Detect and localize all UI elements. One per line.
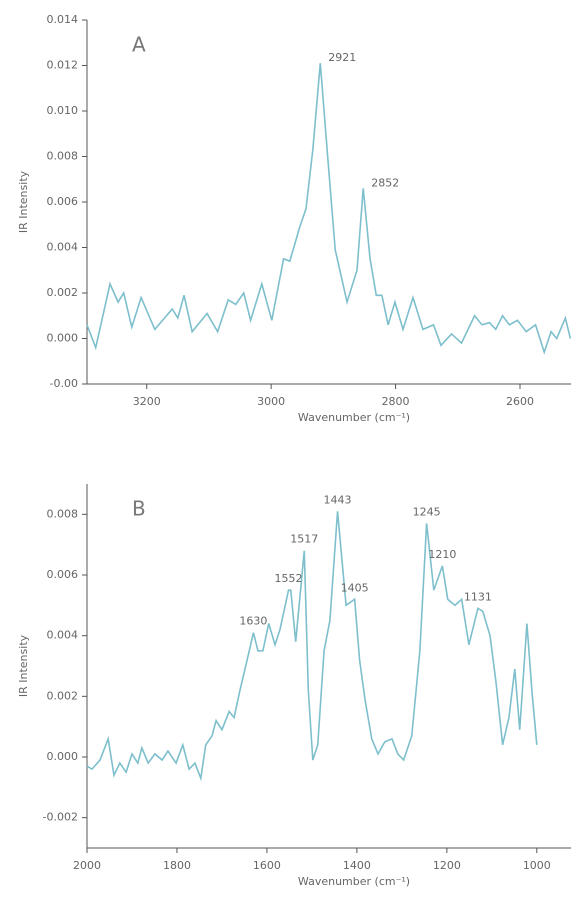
x-tick-label: 1200 <box>433 859 461 872</box>
peak-label: 1210 <box>428 548 456 561</box>
y-tick-label: 0.008 <box>47 150 79 163</box>
y-tick-label: 0.012 <box>47 59 79 72</box>
y-axis-title: IR Intensity <box>17 634 30 697</box>
peak-label: 1131 <box>464 590 492 603</box>
y-tick-label: 0.002 <box>47 286 79 299</box>
x-tick-label: 3200 <box>133 395 161 408</box>
x-tick-label: 1800 <box>163 859 191 872</box>
y-tick-label: -0.00 <box>50 377 78 390</box>
y-tick-label: 0.010 <box>47 104 79 117</box>
x-tick-label: 1000 <box>523 859 551 872</box>
x-tick-label: 1400 <box>343 859 371 872</box>
line <box>86 511 538 782</box>
x-tick-label: 2600 <box>506 395 534 408</box>
line <box>86 63 571 355</box>
y-tick-label: 0.004 <box>47 241 79 254</box>
x-tick-label: 2000 <box>73 859 101 872</box>
y-tick-label: 0.014 <box>47 13 79 26</box>
peak-label: 1443 <box>324 493 352 506</box>
y-tick-label: 0.004 <box>47 629 79 642</box>
x-tick-label: 1600 <box>253 859 281 872</box>
peak-label: 2852 <box>371 176 399 189</box>
y-axis-title: IR Intensity <box>17 170 30 233</box>
peak-label: 1245 <box>413 505 441 518</box>
x-axis-title: Wavenumber (cm⁻¹) <box>298 875 410 888</box>
y-tick-label: 0.000 <box>47 750 79 763</box>
x-tick-label: 3000 <box>257 395 285 408</box>
x-tick-label: 2800 <box>382 395 410 408</box>
panel-label: A <box>132 33 146 57</box>
y-tick-label: -0.002 <box>43 811 78 824</box>
peak-label: 2921 <box>328 51 356 64</box>
peak-label: 1405 <box>341 581 369 594</box>
panel-label: B <box>132 497 146 521</box>
peak-label: 1552 <box>275 572 303 585</box>
y-tick-label: 0.006 <box>47 568 79 581</box>
peak-label: 1630 <box>239 615 267 628</box>
y-tick-label: 0.002 <box>47 689 79 702</box>
y-tick-label: 0.006 <box>47 195 79 208</box>
y-tick-label: 0.000 <box>47 332 79 345</box>
y-tick-label: 0.008 <box>47 507 79 520</box>
peak-label: 1517 <box>290 533 318 546</box>
x-axis-title: Wavenumber (cm⁻¹) <box>298 411 410 424</box>
